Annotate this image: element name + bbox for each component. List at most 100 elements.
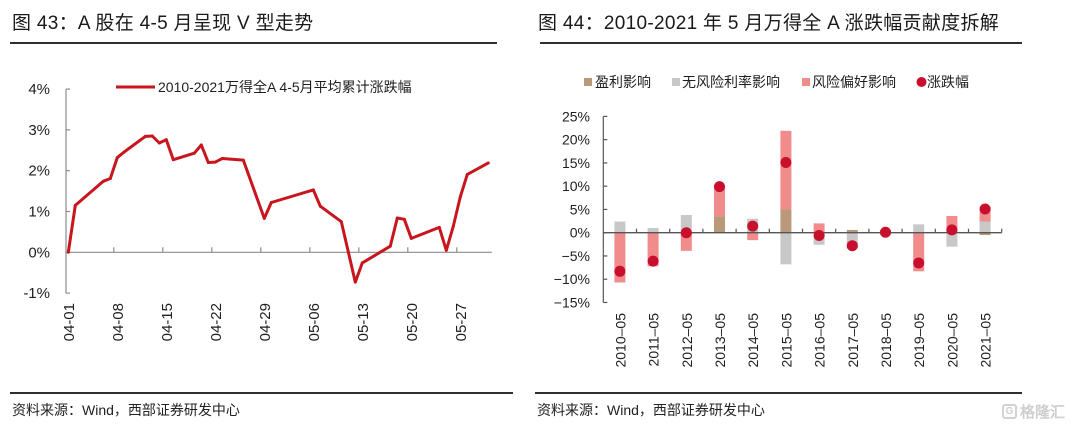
data-point: [101, 179, 105, 183]
series-line: [66, 134, 490, 284]
left-title-rule: [10, 42, 497, 44]
return-dot: [946, 224, 958, 236]
y-tick-label: 20%: [562, 132, 590, 148]
legend-riskfree-label: 无风险利率影响: [682, 74, 780, 90]
x-tick-label: 05-13: [355, 303, 372, 341]
data-point: [486, 161, 490, 165]
riskpref-bar: [680, 232, 692, 251]
data-point: [108, 176, 112, 180]
legend-riskpref-swatch: [802, 78, 810, 86]
riskpref-bar: [813, 223, 825, 233]
x-tick-label: 05-06: [306, 303, 323, 341]
data-point: [269, 201, 273, 205]
legend-return-swatch: [916, 77, 927, 87]
return-dot: [913, 257, 925, 269]
x-tick-label: 04-08: [110, 303, 127, 341]
data-point: [409, 236, 413, 240]
riskpref-bar: [913, 232, 925, 272]
x-tick-label: 2010–05: [612, 313, 628, 368]
return-dot: [979, 203, 991, 215]
legend-return-label: 涨跌幅: [927, 74, 969, 90]
x-tick-label: 2011–05: [646, 313, 662, 367]
legend-riskfree-swatch: [672, 78, 680, 86]
x-tick-label: 2018–05: [878, 313, 894, 368]
legend-earnings-swatch: [584, 78, 592, 86]
y-tick-label: 0%: [28, 244, 50, 261]
data-point: [66, 250, 70, 254]
x-tick-label: 2014–05: [745, 313, 761, 368]
data-point: [241, 158, 245, 162]
data-point: [192, 151, 196, 155]
return-dot: [714, 181, 725, 193]
riskpref-bar: [747, 232, 759, 241]
return-dot: [813, 229, 825, 241]
x-tick-label: 04-15: [159, 303, 176, 341]
x-tick-label: 04-01: [61, 303, 78, 341]
left-source-note: 资料来源：Wind，西部证券研发中心: [12, 402, 240, 418]
data-point: [73, 203, 77, 207]
riskpref-bar: [647, 232, 659, 267]
y-tick-label: 2%: [28, 163, 50, 180]
data-point: [115, 156, 119, 160]
data-point: [171, 158, 175, 162]
right-chart-title: 图 44：2010-2021 年 5 月万得全 A 涨跌幅贡献度拆解: [538, 13, 1000, 34]
y-tick-label: 5%: [570, 201, 590, 217]
legend-label: 2010-2021万得全A 4-5月平均累计涨跌幅: [158, 79, 412, 95]
x-tick-label: 2016–05: [812, 313, 828, 368]
return-dot: [880, 226, 891, 238]
data-point: [458, 195, 462, 199]
right-title-rule: [540, 42, 1022, 44]
left-chart-title: 图 43：A 股在 4-5 月呈现 V 型走势: [12, 13, 314, 34]
legend-earnings-label: 盈利影响: [595, 74, 651, 90]
data-point: [451, 224, 455, 228]
y-tick-label: −5%: [562, 248, 590, 264]
x-tick-label: 2019–05: [911, 313, 927, 368]
y-tick-label: 15%: [562, 155, 590, 171]
earnings-bar: [714, 216, 725, 233]
data-point: [318, 204, 322, 208]
riskpref-bar: [946, 215, 958, 231]
data-point: [395, 216, 399, 220]
right-source-note: 资料来源：Wind，西部证券研发中心: [537, 402, 765, 418]
riskfree-bar: [946, 232, 958, 247]
data-point: [199, 143, 203, 147]
y-tick-label: 3%: [28, 122, 50, 139]
data-point: [213, 160, 217, 164]
riskfree-bar: [680, 215, 692, 233]
return-dot: [614, 265, 626, 277]
earnings-bar: [846, 229, 858, 233]
data-point: [437, 225, 441, 229]
y-tick-label: −15%: [554, 294, 590, 310]
line-chart: 4% 3% 2% 1% 0% -1% 04-01 04-08 04-15 04-22 04-29 05…: [23, 79, 492, 341]
data-point: [402, 217, 406, 221]
watermark-text: 格隆汇: [1020, 403, 1066, 421]
riskfree-bar: [780, 232, 792, 265]
return-dot: [647, 255, 659, 267]
earnings-bar: [979, 232, 991, 236]
data-point: [353, 280, 357, 284]
riskfree-bar: [647, 228, 659, 233]
watermark: G 格隆汇: [1002, 402, 1066, 421]
earnings-bar: [780, 209, 792, 233]
riskfree-bar: [614, 221, 626, 233]
riskpref-bar: [714, 186, 725, 217]
return-dot: [846, 240, 858, 252]
data-point: [143, 134, 147, 138]
return-dot: [680, 227, 692, 239]
x-tick-label: 2013–05: [712, 313, 728, 368]
data-point: [339, 220, 343, 224]
x-tick-label: 2021–05: [978, 313, 994, 368]
riskfree-bar: [979, 221, 991, 233]
data-point: [157, 141, 161, 145]
riskpref-bar: [614, 232, 626, 283]
g-logo-icon: G: [1002, 403, 1017, 419]
y-tick-label: 10%: [562, 178, 590, 194]
legend-riskpref-label: 风险偏好影响: [812, 74, 896, 90]
x-tick-label: 2020–05: [944, 313, 960, 368]
data-point: [360, 261, 364, 265]
data-point: [164, 138, 168, 142]
y-tick-label: -1%: [23, 285, 50, 302]
contribution-bar-chart: 25% 20% 15% 10% 5% 0% −5% −10% −15% 2010–05 2011–0…: [554, 74, 1003, 368]
y-tick-label: 1%: [28, 204, 50, 221]
data-point: [262, 216, 266, 220]
